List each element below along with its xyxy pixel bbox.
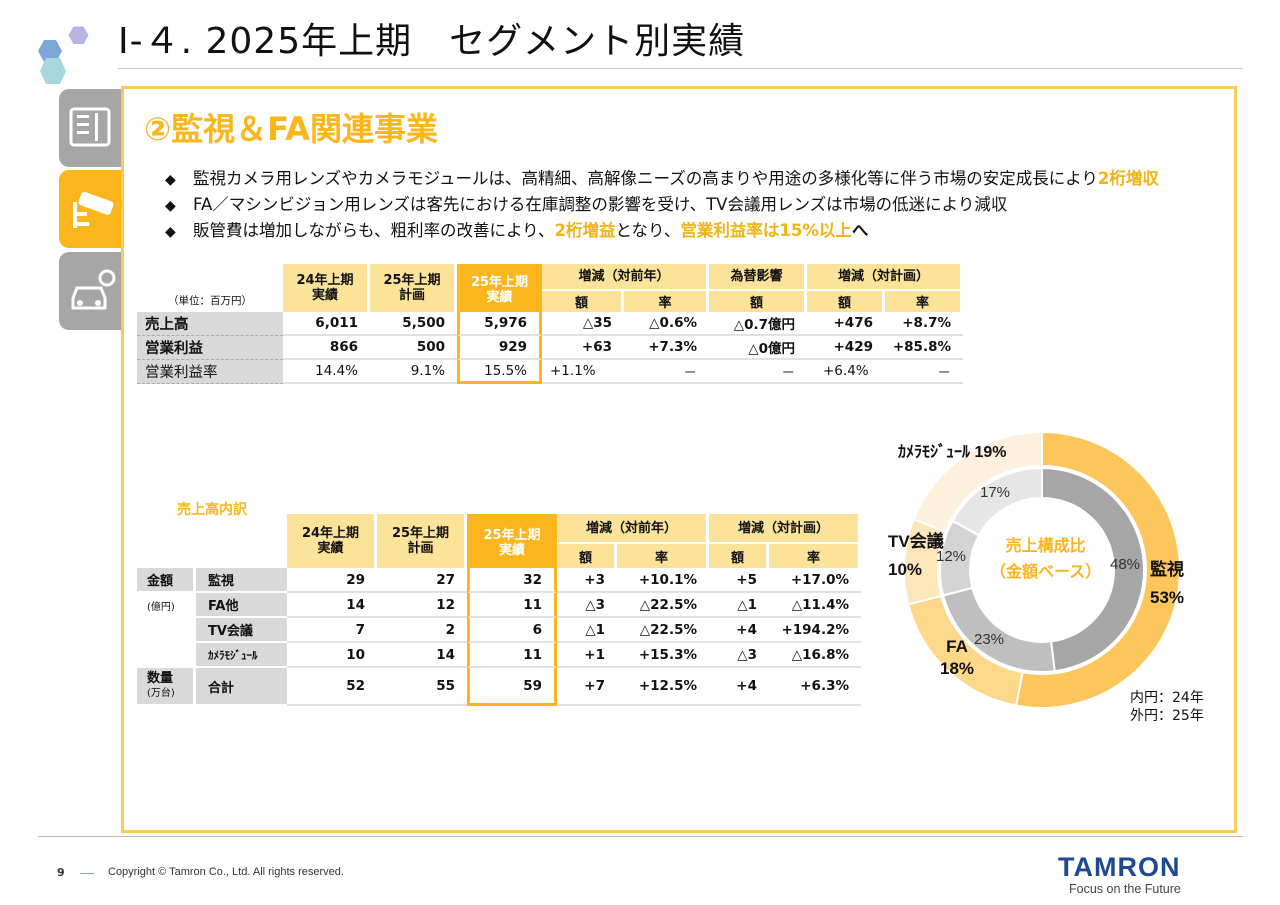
inner-label-module: 17% [980, 484, 1011, 501]
header-24-actual: 24年上期 実績 [287, 514, 377, 568]
hexagon-decoration-icon [38, 26, 89, 84]
header-amount: 額 [542, 289, 624, 312]
unit-label: （単位：百万円） [168, 295, 252, 307]
header-rate: 率 [885, 289, 963, 312]
page-title: Ⅰ-４. 2025年上期 セグメント別実績 [118, 21, 746, 62]
header-amount: 額 [557, 542, 617, 568]
diamond-bullet-icon: ◆ [165, 198, 176, 214]
header-25-actual: 25年上期 実績 [467, 514, 557, 568]
bullet-item: ◆ FA／マシンビジョン用レンズは客先における在庫調整の影響を受け、TV会議用レン… [165, 194, 1159, 220]
page-number: 9 [57, 866, 65, 879]
donut-chart-svg [903, 430, 1181, 709]
header-yoy: 増減（対前年） [557, 514, 709, 542]
table-row: 金額 監視 29 27 32 +3 +10.1% +5 +17.0% [137, 568, 861, 593]
inner-label-fa: 23% [974, 631, 1005, 648]
inner-label-surveillance: 48% [1110, 556, 1141, 573]
table-row: 営業利益率 14.4% 9.1% 15.5% +1.1% － － +6.4% － [137, 360, 963, 384]
header-vs-plan: 増減（対計画） [709, 514, 861, 542]
outer-label-module: ｶﾒﾗﾓｼﾞｭｰﾙ 19% [898, 444, 1007, 461]
table-row: (億円) FA他 14 12 11 △3 △22.5% △1 △11.4% [137, 593, 861, 618]
header-rate: 率 [624, 289, 709, 312]
outer-label-tv: TV会議 10% [888, 532, 944, 579]
table-row: ｶﾒﾗﾓｼﾞｭｰﾙ 10 14 11 +1 +15.3% △3 △16.8% [137, 643, 861, 668]
breakdown-table: 24年上期 実績 25年上期 計画 25年上期 実績 増減（対前年） 増減（対計… [137, 514, 861, 706]
header-yoy: 増減（対前年） [542, 264, 709, 289]
table-row: TV会議 7 2 6 △1 △22.5% +4 +194.2% [137, 618, 861, 643]
table-row: 営業利益 866 500 929 +63 +7.3% △0億円 +429 +85… [137, 336, 963, 360]
group-amount-label: 金額 [137, 568, 193, 593]
chart-title: 売上構成比 （金額ベース） [990, 538, 1102, 581]
header-fx: 為替影響 [709, 264, 807, 289]
breakdown-title: 売上高内訳 [177, 502, 247, 518]
group-qty-label: 数量 (万台) [137, 668, 193, 706]
bullet-item: ◆ 監視カメラ用レンズやカメラモジュールは、高精細、高解像ニーズの高まりや用途の多… [165, 168, 1159, 194]
footer-divider [38, 836, 1243, 837]
chart-legend: 内円：24年 外円：25年 [1130, 689, 1204, 725]
side-tab-automotive[interactable] [59, 252, 123, 330]
header-amount: 額 [807, 289, 885, 312]
side-tab-surveillance[interactable] [59, 170, 123, 248]
outer-slice-0 [1014, 430, 1181, 709]
header-24-actual: 24年上期 実績 [283, 264, 370, 312]
diamond-bullet-icon: ◆ [165, 172, 176, 188]
bullet-item: ◆ 販管費は増加しながらも、粗利率の改善により、2桁増益となり、営業利益率は15%… [165, 220, 1159, 246]
sales-composition-chart: 売上構成比 （金額ベース） 監視 53% FA 18% TV会議 10% ｶﾒﾗ… [870, 420, 1210, 720]
lens-icon [69, 107, 111, 147]
outer-label-surveillance: 監視 53% [1150, 560, 1185, 607]
header-25-actual: 25年上期 実績 [457, 264, 542, 312]
group-amount-unit: (億円) [147, 602, 175, 613]
summary-table: （単位：百万円） 24年上期 実績 25年上期 計画 25年上期 実績 増減（対… [137, 264, 963, 384]
header-amount: 額 [709, 542, 769, 568]
section-title: ②監視＆FA関連事業 [144, 110, 439, 148]
header-25-plan: 25年上期 計画 [370, 264, 457, 312]
header-25-plan: 25年上期 計画 [377, 514, 467, 568]
bullet-list: ◆ 監視カメラ用レンズやカメラモジュールは、高精細、高解像ニーズの高まりや用途の多… [165, 168, 1159, 246]
inner-label-tv: 12% [936, 548, 967, 565]
legend-inner: 内円：24年 [1130, 690, 1204, 706]
table-row: 数量 (万台) 合計 52 55 59 +7 +12.5% +4 +6.3% [137, 668, 861, 706]
header-rate: 率 [769, 542, 861, 568]
header-amount: 額 [709, 289, 807, 312]
outer-slice-3 [912, 430, 1043, 534]
title-divider [118, 68, 1243, 69]
company-logo: TAMRON [1058, 852, 1181, 882]
side-tab-lens[interactable] [59, 89, 123, 167]
header-rate: 率 [617, 542, 709, 568]
footer-dash [80, 873, 94, 874]
header-vs-plan: 増減（対計画） [807, 264, 963, 289]
outer-label-fa: FA 18% [940, 637, 975, 678]
company-tagline: Focus on the Future [1069, 882, 1181, 896]
table-row: 売上高 6,011 5,500 5,976 △35 △0.6% △0.7億円 +… [137, 312, 963, 336]
copyright-text: Copyright © Tamron Co., Ltd. All rights … [108, 866, 344, 878]
inner-slice-0 [1041, 466, 1145, 673]
cctv-camera-icon [73, 191, 114, 228]
inner-slice-3 [951, 466, 1043, 537]
car-camera-icon [71, 269, 116, 310]
legend-outer: 外円：25年 [1130, 708, 1204, 724]
diamond-bullet-icon: ◆ [165, 224, 176, 240]
